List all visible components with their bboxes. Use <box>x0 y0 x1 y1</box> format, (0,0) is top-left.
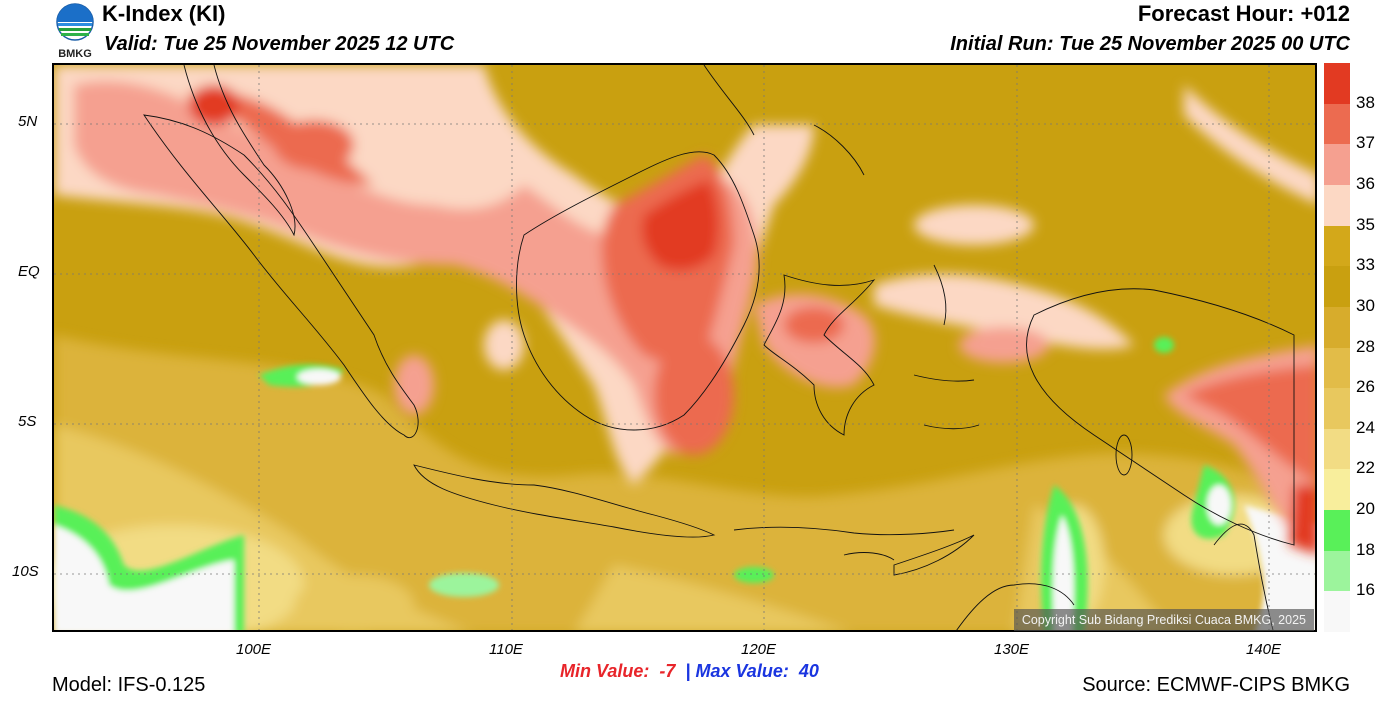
min-value-label: Min Value: <box>560 661 650 681</box>
legend-level-label: 20 <box>1356 499 1375 519</box>
green-low-zones <box>54 337 1315 630</box>
model-name: Model: IFS-0.125 <box>52 674 206 696</box>
map-panel <box>52 63 1317 632</box>
bmkg-logo: BMKG <box>52 2 98 60</box>
lon-label-140e: 140E <box>1246 641 1282 658</box>
logo-text: BMKG <box>58 48 92 60</box>
legend-level-label: 28 <box>1356 336 1375 356</box>
legend-swatch <box>1324 428 1350 470</box>
legend-level-label: 33 <box>1356 255 1375 275</box>
legend-level-label: 26 <box>1356 377 1375 397</box>
graticule <box>54 65 1315 630</box>
legend-level-label: 16 <box>1356 580 1375 600</box>
lat-label-5s: 5S <box>18 413 37 430</box>
valid-time: Valid: Tue 25 November 2025 12 UTC <box>104 33 455 55</box>
legend-level-label: 38 <box>1356 92 1375 112</box>
copyright-notice: Copyright Sub Bidang Prediksi Cuaca BMKG… <box>1013 609 1314 631</box>
legend-swatch <box>1324 103 1350 145</box>
value-separator: | <box>685 661 691 681</box>
legend-swatch <box>1324 144 1350 186</box>
legend-level-label: 18 <box>1356 539 1375 559</box>
lat-label-10s: 10S <box>12 563 39 580</box>
legend-swatch <box>1324 225 1350 267</box>
legend-swatch <box>1324 347 1350 389</box>
legend-level-label: 35 <box>1356 214 1375 234</box>
lon-label-130e: 130E <box>994 641 1030 658</box>
k-index-field <box>54 65 1315 630</box>
legend-swatch <box>1324 306 1350 348</box>
color-legend <box>1324 63 1350 633</box>
min-max-values: Min Value: -7 | Max Value: 40 <box>560 661 819 682</box>
max-value: 40 <box>798 661 819 681</box>
legend-level-label: 30 <box>1356 295 1375 315</box>
initial-run: Initial Run: Tue 25 November 2025 00 UTC <box>950 33 1350 55</box>
legend-level-label: 36 <box>1356 173 1375 193</box>
lat-label-eq: EQ <box>18 263 40 280</box>
legend-swatch <box>1324 550 1350 592</box>
data-source: Source: ECMWF-CIPS BMKG <box>1082 674 1350 696</box>
max-value-label: Max Value: <box>695 661 789 681</box>
legend-swatch <box>1324 591 1350 633</box>
legend-swatch <box>1324 184 1350 227</box>
lat-label-5n: 5N <box>18 113 38 130</box>
lon-label-110e: 110E <box>489 641 523 658</box>
legend-level-label: 24 <box>1356 417 1375 437</box>
legend-swatch <box>1324 63 1350 105</box>
coastlines <box>143 65 1295 630</box>
high-ki-region <box>54 65 1315 554</box>
legend-level-label: 37 <box>1356 133 1375 153</box>
forecast-hour: Forecast Hour: +012 <box>1137 1 1350 26</box>
legend-swatch <box>1324 510 1350 552</box>
lon-label-120e: 120E <box>741 641 777 658</box>
legend-swatch <box>1324 388 1350 430</box>
legend-swatch <box>1324 469 1350 511</box>
min-value: -7 <box>659 661 676 681</box>
legend-swatch <box>1324 266 1350 308</box>
legend-level-label: 22 <box>1356 458 1375 478</box>
map-title: K-Index (KI) <box>102 1 226 26</box>
lon-label-100e: 100E <box>236 641 272 658</box>
